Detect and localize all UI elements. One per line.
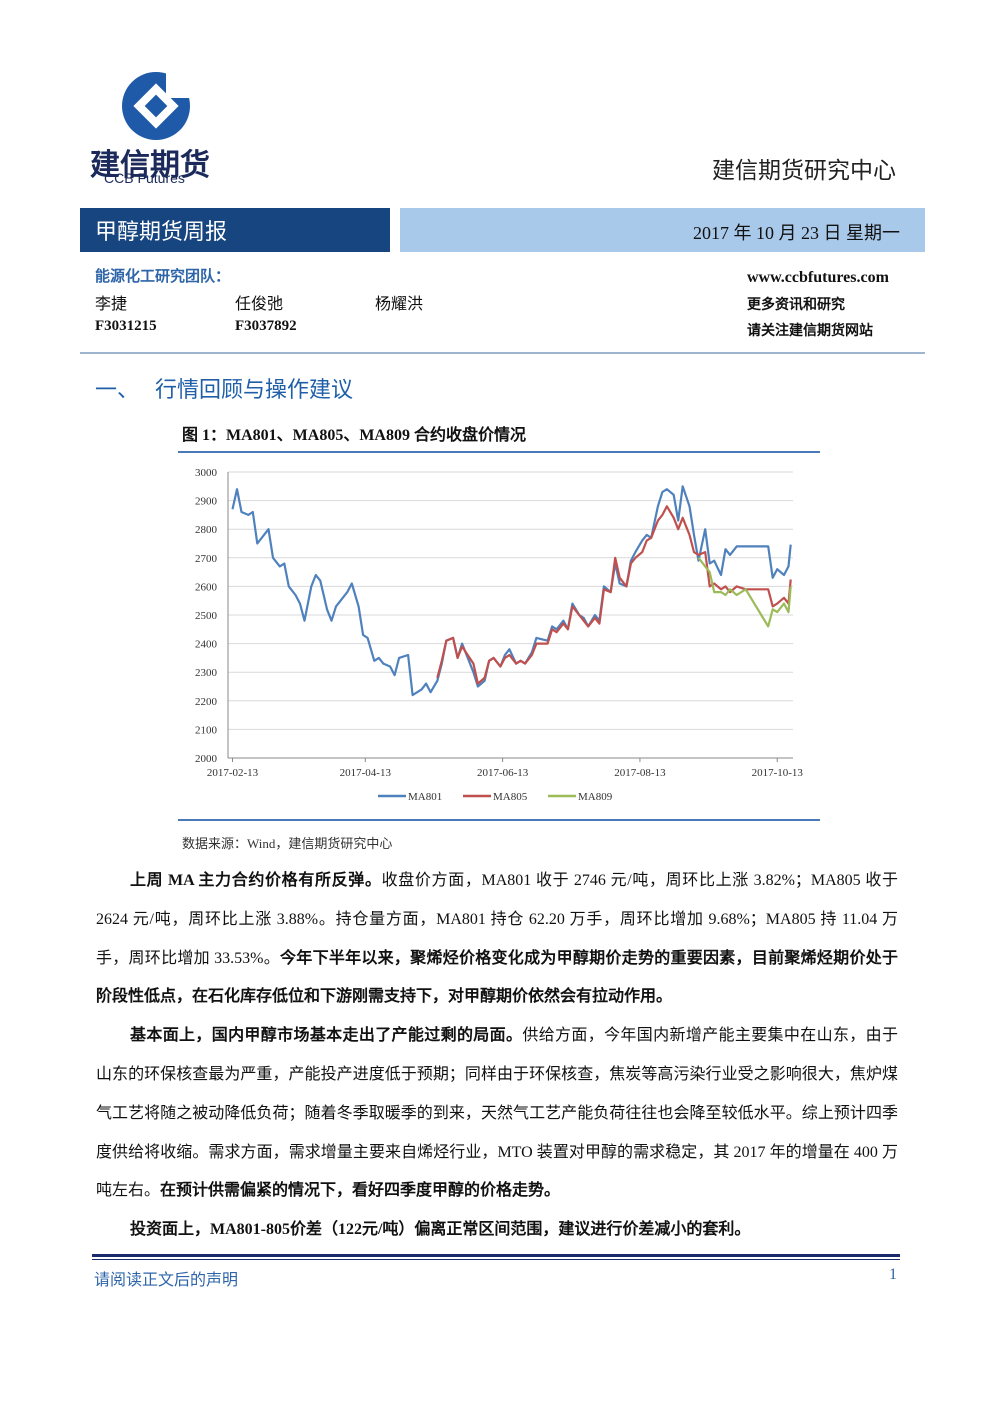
x-tick-label: 2017-06-13 — [477, 767, 529, 779]
paragraph: 投资面上，MA801-805价差（122元/吨）偏离正常区间范围，建议进行价差减… — [96, 1211, 898, 1250]
rule — [80, 352, 925, 354]
logo-mark — [122, 68, 198, 140]
footer-rule — [92, 1259, 900, 1260]
series-line — [697, 557, 792, 628]
y-tick-label: 2800 — [195, 524, 218, 536]
legend-label: MA801 — [408, 791, 442, 803]
note: 更多资讯和研究 — [747, 298, 845, 313]
y-tick-label: 2600 — [195, 581, 218, 593]
x-tick-label: 2017-10-13 — [752, 767, 804, 779]
chart: 2000 2100 2200 2300 2400 2500 2600 2700 2800 2900… — [178, 451, 820, 821]
member-id: F3031215 — [95, 318, 157, 334]
page-number: 1 — [889, 1266, 897, 1283]
disclaimer: 请阅读正文后的声明 — [94, 1272, 239, 1289]
figure-caption: 图 1：MA801、MA805、MA809 合约收盘价情况 — [182, 427, 526, 444]
y-tick-label: 2700 — [195, 553, 218, 565]
series-line — [231, 485, 792, 697]
section-title: 行情回顾与操作建议 — [155, 377, 354, 402]
paragraph: 上周 MA 主力合约价格有所反弹。收盘价方面，MA801 收于 2746 元/吨… — [96, 862, 898, 1017]
text-run: 收盘价方面，MA801 收于 2746 元/吨，周环比上涨 3.82%；MA80… — [96, 872, 898, 967]
legend-label: MA805 — [493, 791, 528, 803]
legend-label: MA809 — [578, 791, 613, 803]
y-tick-label: 2300 — [195, 667, 218, 679]
y-tick-label: 2500 — [195, 610, 218, 622]
y-tick-label: 3000 — [195, 467, 218, 479]
bold-run: 在预计供需偏紧的情况下，看好四季度甲醇的价格走势。 — [160, 1182, 561, 1200]
y-tick-label: 2200 — [195, 696, 218, 708]
website: www.ccbfutures.com — [747, 269, 889, 286]
report-title: 甲醇期货周报 — [95, 219, 228, 244]
member-name: 杨耀洪 — [375, 296, 424, 313]
report-date: 2017 年 10 月 23 日 星期一 — [693, 223, 900, 243]
bold-run: 今年下半年以来，聚烯烃价格变化成为甲醇期价走势的重要因素，目前聚烯烃期价处于阶段… — [96, 949, 898, 1006]
bold-run: 基本面上，国内甲醇市场基本走出了产能过剩的局面。 — [130, 1027, 523, 1045]
series-line — [436, 505, 792, 685]
bold-run: 上周 MA 主力合约价格有所反弹。 — [130, 872, 382, 889]
footer-rule — [92, 1254, 900, 1257]
center-name: 建信期货研究中心 — [712, 158, 896, 183]
bold-run: 投资面上，MA801-805价差（122元/吨）偏离正常区间范围，建议进行价差减… — [130, 1221, 751, 1239]
section-number: 一、 — [95, 377, 140, 402]
x-tick-label: 2017-08-13 — [614, 767, 666, 779]
x-tick-label: 2017-04-13 — [340, 767, 392, 779]
figure-source: 数据来源：Wind，建信期货研究中心 — [182, 836, 393, 851]
member-name: 任俊弛 — [235, 296, 284, 313]
y-tick-label: 2100 — [195, 724, 218, 736]
logo-cn: 建信期货 — [90, 148, 210, 183]
logo-en: CCB Futures — [104, 170, 185, 186]
banner-right — [400, 208, 925, 252]
member-id: F3037892 — [235, 318, 297, 334]
member-name: 李捷 — [95, 296, 128, 313]
x-tick-label: 2017-02-13 — [207, 767, 259, 779]
banner-left — [80, 208, 390, 252]
body-text: 上周 MA 主力合约价格有所反弹。收盘价方面，MA801 收于 2746 元/吨… — [96, 862, 898, 1250]
y-tick-label: 2400 — [195, 639, 218, 651]
team-label: 能源化工研究团队： — [95, 269, 231, 285]
y-tick-label: 2000 — [195, 753, 218, 765]
y-tick-label: 2900 — [195, 496, 218, 508]
text-run: 供给方面，今年国内新增产能主要集中在山东，由于山东的环保核查最为严重，产能投产进… — [96, 1027, 898, 1200]
paragraph: 基本面上，国内甲醇市场基本走出了产能过剩的局面。供给方面，今年国内新增产能主要集… — [96, 1017, 898, 1211]
note: 请关注建信期货网站 — [747, 324, 873, 339]
